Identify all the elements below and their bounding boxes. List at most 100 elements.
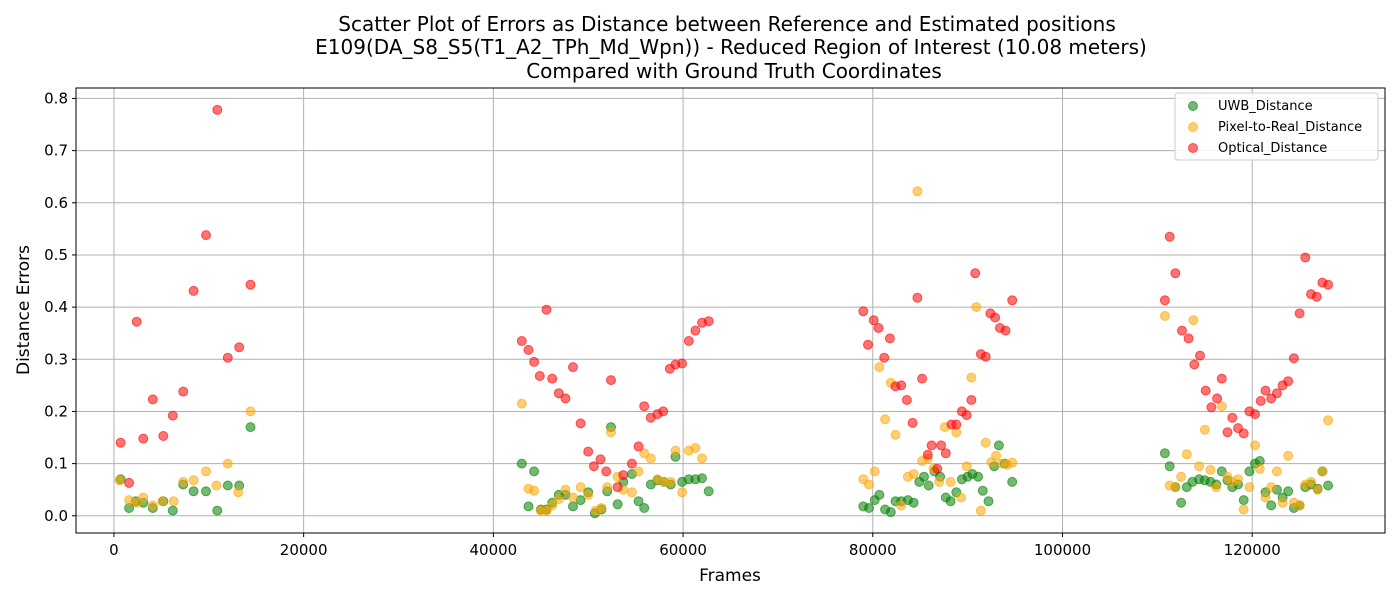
pixel-to-real-point	[233, 487, 244, 498]
optical-point	[917, 373, 928, 384]
pixel-to-real-point	[665, 476, 676, 487]
pixel-to-real-point	[626, 487, 637, 498]
uwb-point	[908, 497, 919, 508]
optical-point	[222, 352, 233, 363]
optical-point	[1288, 353, 1299, 364]
optical-point	[601, 466, 612, 477]
optical-point	[547, 373, 558, 384]
pixel-to-real-point	[697, 453, 707, 464]
pixel-to-real-point	[874, 362, 885, 373]
pixel-to-real-point	[677, 487, 688, 498]
pixel-to-real-point	[896, 500, 907, 511]
pixel-to-real-point	[1205, 464, 1216, 475]
plot-frame	[75, 87, 1386, 534]
uwb-point	[1266, 500, 1277, 511]
series-pixel-to-real	[114, 186, 1334, 516]
pixel-to-real-point	[934, 476, 945, 487]
pixel-to-real-point	[553, 494, 564, 505]
optical-point	[124, 477, 135, 488]
optical-point	[1195, 350, 1205, 361]
optical-point	[1007, 295, 1018, 306]
x-tick-label: 80000	[849, 541, 897, 559]
uwb-point	[167, 505, 178, 516]
legend: UWB_Distance Pixel-to-Real_Distance Opti…	[1174, 92, 1379, 161]
uwb-point	[1176, 497, 1187, 508]
pixel-to-real-point	[1238, 504, 1249, 515]
y-tick-label: 0.0	[44, 507, 68, 525]
uwb-point	[529, 466, 540, 477]
pixel-to-real-point	[1312, 484, 1323, 495]
optical-point	[245, 279, 256, 290]
optical-point	[541, 304, 552, 315]
optical-point	[158, 431, 169, 441]
pixel-to-real-point	[1211, 482, 1222, 493]
optical-point	[884, 333, 895, 344]
pixel-to-real-point	[1199, 424, 1210, 435]
optical-point	[626, 458, 637, 469]
x-tick-label: 20000	[280, 541, 328, 559]
legend-label-pixel: Pixel-to-Real_Distance	[1218, 120, 1362, 135]
pixel-to-real-point	[157, 496, 168, 507]
optical-point	[677, 358, 688, 369]
optical-point	[1164, 231, 1175, 242]
y-tick-label: 0.1	[44, 455, 68, 473]
pixel-to-real-point	[1194, 461, 1205, 472]
optical-point	[922, 449, 933, 460]
pixel-to-real-point	[880, 414, 891, 425]
optical-point	[970, 268, 981, 279]
optical-point	[1212, 393, 1223, 404]
pixel-to-real-point	[945, 476, 956, 487]
optical-point	[138, 433, 149, 444]
optical-point	[516, 336, 527, 346]
legend-marker-pixel	[1188, 122, 1198, 132]
optical-point	[1311, 291, 1322, 302]
uwb-point	[1238, 495, 1249, 506]
pixel-to-real-point	[1323, 415, 1334, 426]
series-optical	[115, 104, 1334, 493]
legend-label-optical: Optical_Distance	[1218, 141, 1327, 156]
uwb-point	[568, 501, 578, 512]
optical-point	[534, 371, 545, 381]
pixel-to-real-point	[1216, 401, 1227, 412]
pixel-to-real-point	[529, 485, 540, 496]
optical-point	[858, 306, 869, 317]
uwb-point	[864, 503, 874, 513]
optical-point	[234, 342, 245, 353]
x-axis-label: Frames	[699, 566, 761, 586]
pixel-to-real-point	[1170, 482, 1181, 493]
optical-point	[568, 362, 578, 373]
optical-point	[863, 339, 873, 350]
pixel-to-real-point	[890, 429, 901, 440]
pixel-to-real-point	[971, 302, 982, 313]
uwb-point	[523, 501, 534, 512]
pixel-to-real-point	[1306, 476, 1316, 487]
uwb-point	[973, 471, 984, 482]
optical-point	[575, 418, 586, 429]
pixel-to-real-point	[1254, 463, 1265, 474]
uwb-point	[874, 489, 885, 500]
optical-point	[1300, 252, 1311, 263]
optical-point	[912, 292, 923, 303]
chart-title-line-1: Scatter Plot of Errors as Distance betwe…	[338, 12, 1116, 36]
pixel-to-real-point	[114, 475, 125, 486]
uwb-point	[945, 496, 956, 507]
pixel-to-real-point	[560, 484, 571, 495]
pixel-to-real-point	[596, 503, 607, 513]
pixel-to-real-point	[1176, 471, 1187, 482]
pixel-to-real-point	[864, 479, 874, 490]
optical-point	[167, 410, 178, 421]
optical-point	[560, 393, 571, 404]
pixel-to-real-point	[991, 450, 1002, 461]
uwb-point	[993, 440, 1004, 451]
data-points	[114, 104, 1334, 519]
optical-point	[633, 441, 644, 452]
optical-point	[639, 401, 650, 412]
pixel-to-real-point	[690, 443, 701, 453]
optical-point	[980, 351, 991, 362]
x-tick-label: 100000	[1034, 541, 1091, 559]
uwb-point	[1283, 486, 1294, 497]
pixel-to-real-point	[131, 497, 142, 508]
optical-point	[618, 470, 629, 481]
